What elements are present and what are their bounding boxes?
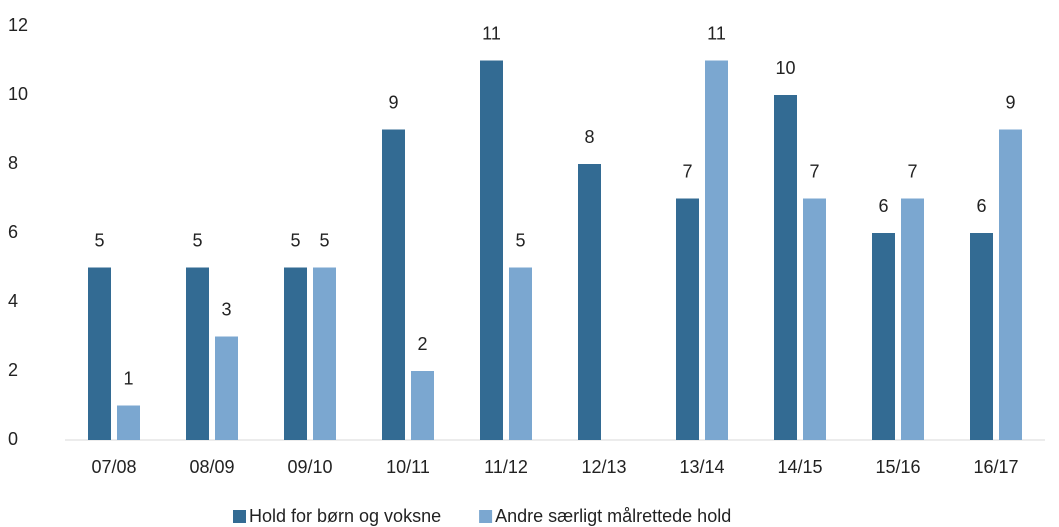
bar — [901, 198, 924, 440]
bar — [509, 267, 532, 440]
data-label: 5 — [192, 230, 202, 250]
x-tick-label: 15/16 — [875, 457, 920, 477]
bar — [186, 267, 209, 440]
data-label: 6 — [976, 196, 986, 216]
bar — [313, 267, 336, 440]
data-label: 7 — [682, 161, 692, 181]
y-tick-label: 4 — [8, 291, 18, 311]
legend-swatch — [479, 510, 493, 523]
y-tick-label: 0 — [8, 429, 18, 449]
bar — [284, 267, 307, 440]
data-label: 7 — [809, 161, 819, 181]
data-label: 11 — [482, 23, 501, 43]
x-tick-label: 12/13 — [581, 457, 626, 477]
bar — [999, 129, 1022, 440]
x-tick-label: 10/11 — [386, 457, 430, 477]
bar — [803, 198, 826, 440]
legend-label: Hold for børn og voksne — [249, 506, 441, 526]
data-label: 3 — [221, 299, 231, 319]
y-tick-label: 12 — [8, 15, 28, 35]
bar — [774, 95, 797, 440]
data-label: 1 — [123, 368, 133, 388]
bar — [382, 129, 405, 440]
data-label: 5 — [515, 230, 525, 250]
y-tick-label: 8 — [8, 153, 18, 173]
bar — [117, 405, 140, 440]
bar — [705, 60, 728, 440]
x-tick-label: 14/15 — [777, 457, 822, 477]
data-label: 2 — [417, 334, 427, 354]
data-label: 9 — [388, 92, 398, 112]
y-tick-label: 6 — [8, 222, 18, 242]
bar — [215, 336, 238, 440]
x-tick-label: 08/09 — [189, 457, 234, 477]
legend-swatch — [233, 510, 246, 523]
legend-label: Andre særligt målrettede hold — [495, 506, 731, 526]
x-tick-label: 07/08 — [91, 457, 136, 477]
x-tick-label: 11/12 — [484, 457, 528, 477]
y-tick-label: 2 — [8, 360, 18, 380]
data-label: 5 — [290, 230, 300, 250]
y-tick-label: 10 — [8, 84, 28, 104]
x-tick-label: 16/17 — [973, 457, 1018, 477]
bar — [872, 233, 895, 440]
data-label: 6 — [878, 196, 888, 216]
x-tick-label: 13/14 — [679, 457, 724, 477]
data-label: 5 — [94, 230, 104, 250]
bar — [411, 371, 434, 440]
bar — [970, 233, 993, 440]
data-label: 9 — [1005, 92, 1015, 112]
bar — [88, 267, 111, 440]
bar — [578, 164, 601, 440]
data-label: 11 — [707, 23, 726, 43]
bar — [676, 198, 699, 440]
data-label: 10 — [775, 58, 795, 78]
bar — [480, 60, 503, 440]
data-label: 8 — [584, 127, 594, 147]
data-label: 5 — [319, 230, 329, 250]
data-label: 7 — [907, 161, 917, 181]
x-tick-label: 09/10 — [287, 457, 332, 477]
